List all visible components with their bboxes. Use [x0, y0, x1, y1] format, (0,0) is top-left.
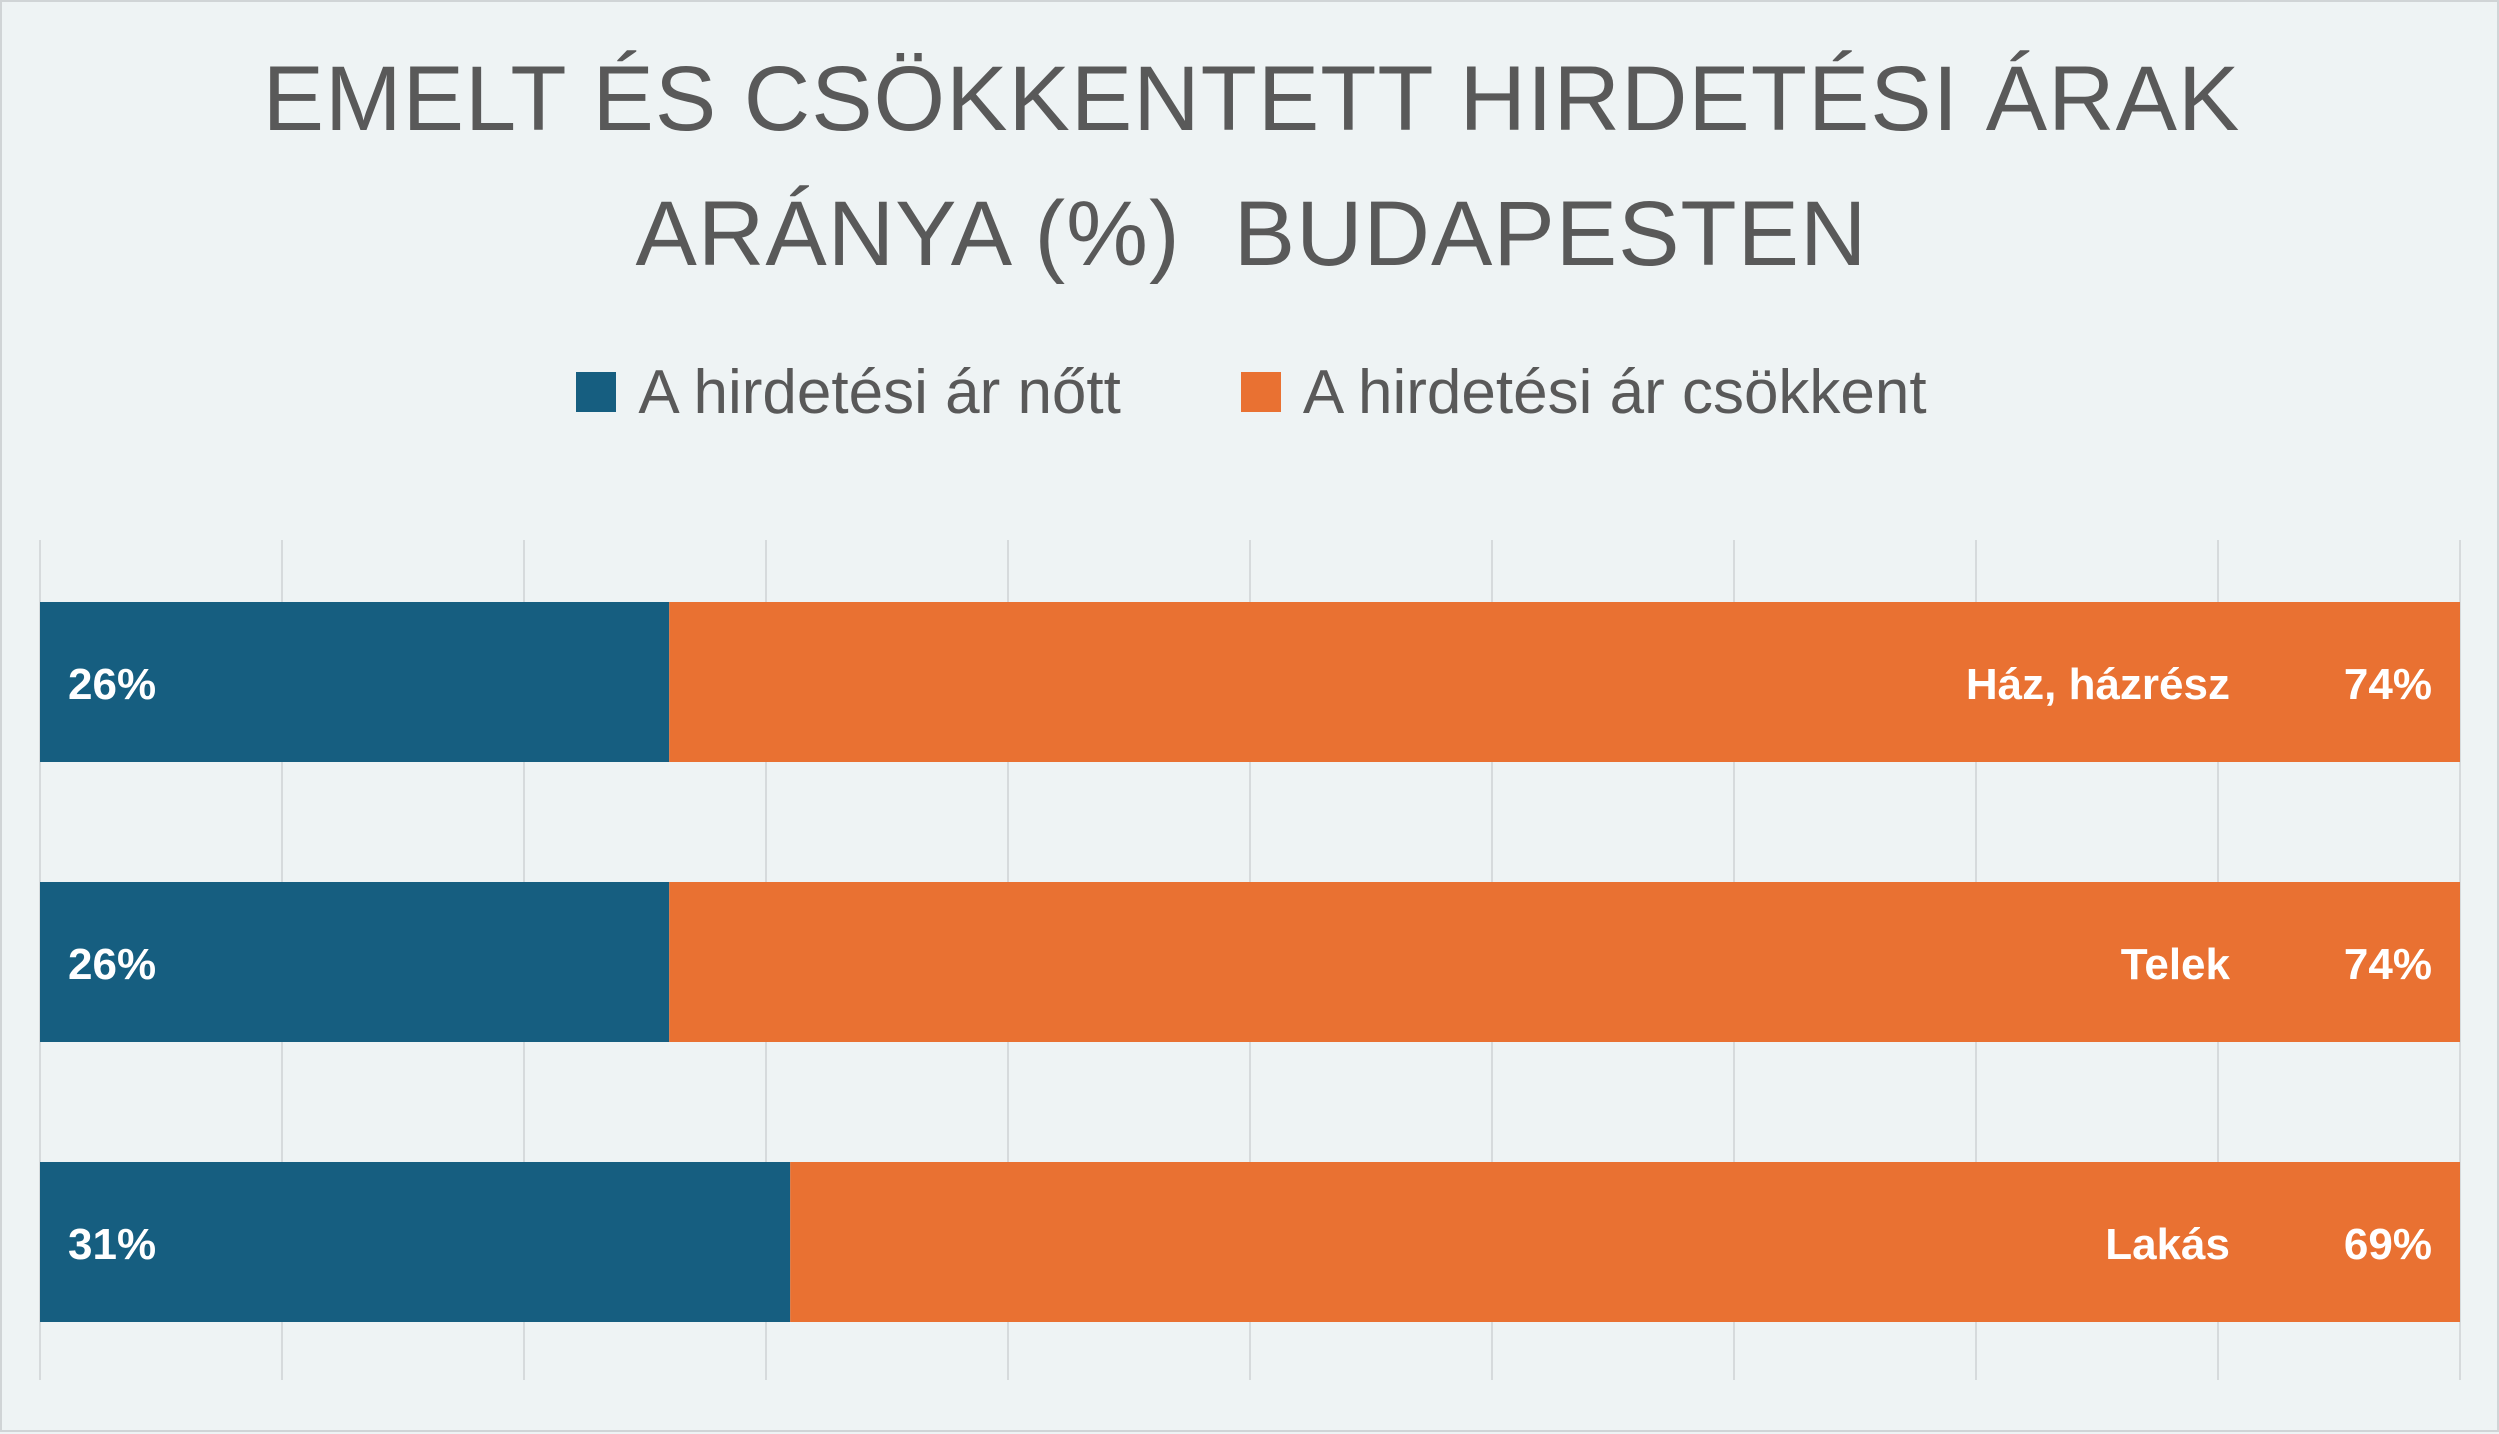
bar-decreased-2 [790, 1162, 2461, 1322]
bar-increased-1 [40, 882, 670, 1042]
legend-label-decreased: A hirdetési ár csökkent [1302, 357, 1927, 427]
category-label-0: Ház, házrész [1966, 660, 2230, 709]
chart-title-line-2: ARÁNYA (%) BUDAPESTEN [635, 183, 1868, 285]
bar-decreased-0 [669, 602, 2461, 762]
data-label-decreased-0: 74% [2344, 660, 2432, 709]
legend-swatch-increased [576, 372, 617, 412]
legend-swatch-decreased [1240, 372, 1281, 412]
data-label-decreased-2: 69% [2344, 1220, 2432, 1269]
chart-title-line-1: EMELT ÉS CSÖKKENTETT HIRDETÉSI ÁRAK [262, 48, 2241, 150]
bar-decreased-1 [669, 882, 2461, 1042]
data-label-increased-2: 31% [68, 1220, 156, 1269]
bar-increased-0 [40, 602, 670, 762]
data-label-increased-0: 26% [68, 660, 156, 709]
legend-item-increased: A hirdetési ár nőtt [576, 357, 1121, 428]
data-label-increased-1: 26% [68, 940, 156, 989]
data-label-decreased-1: 74% [2344, 940, 2432, 989]
category-label-1: Telek [2121, 940, 2231, 989]
chart-legend: A hirdetési ár nőtt A hirdetési ár csökk… [2, 347, 2499, 437]
legend-item-decreased: A hirdetési ár csökkent [1240, 357, 1927, 428]
legend-label-increased: A hirdetési ár nőtt [638, 357, 1121, 427]
bar-increased-2 [40, 1162, 791, 1322]
category-label-2: Lakás [2105, 1220, 2230, 1269]
